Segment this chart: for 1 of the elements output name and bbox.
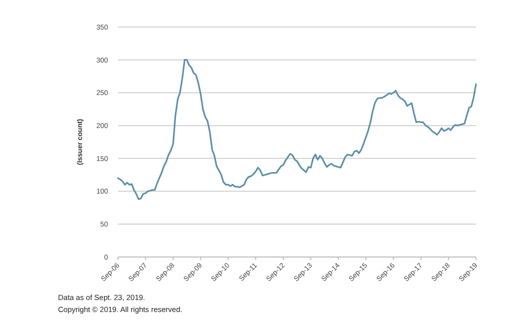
line-series [117,59,477,200]
